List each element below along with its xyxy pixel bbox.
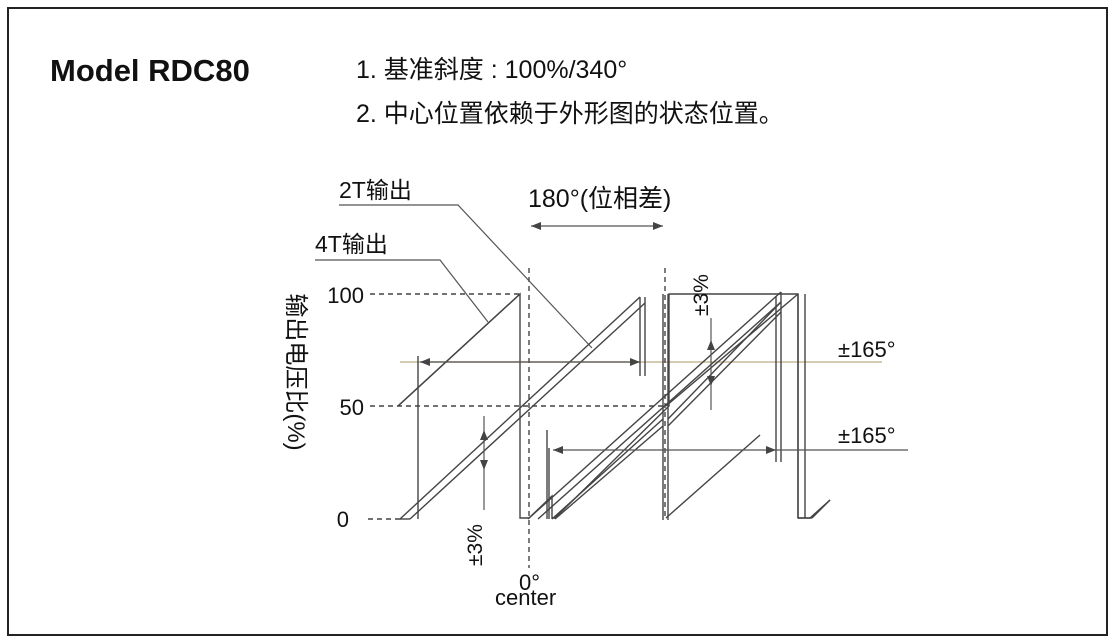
diagram-frame [7,7,1108,636]
note-1: 1. 基准斜度 : 100%/340° [356,56,627,84]
angle-bottom-arrow-left [553,446,563,454]
tol-bottom-arrow-down [480,460,488,470]
output-2t-leader [339,204,593,349]
angle-bottom-arrow-right [766,446,776,454]
center-label: center [495,585,556,610]
output-2t-label: 2T输出 [339,177,412,203]
note-2: 2. 中心位置依赖于外形图的状态位置。 [356,100,784,128]
y-axis-label: 输出电压比(%) [282,293,309,450]
output-4t-label: 4T输出 [315,231,388,257]
waveform-4t-seg3 [665,434,761,519]
output-4t-leader [315,259,489,323]
tol-bottom-arrow-up [480,430,488,440]
model-title: Model RDC80 [50,53,250,88]
tick-label-50: 50 [340,395,364,420]
tick-label-100: 100 [327,283,364,308]
phase-diff-label: 180°(位相差) [528,185,671,213]
phase-dim-arrow-left [531,222,541,230]
angle-top-label: ±165° [838,337,896,362]
phase-dim-arrow-right [653,222,663,230]
tick-label-0: 0 [337,507,349,532]
tol-top-arrow-up [707,340,715,350]
tol-bottom-label: ±3% [464,524,487,566]
angle-bottom-label: ±165° [838,423,896,448]
tol-top-label: ±3% [690,274,713,316]
angle-top-arrow-left [420,358,430,366]
angle-top-arrow-right [630,358,640,366]
waveform-2t [399,291,831,520]
tol-top-arrow-down [707,376,715,386]
zero-degree-label: 0° [519,570,540,595]
